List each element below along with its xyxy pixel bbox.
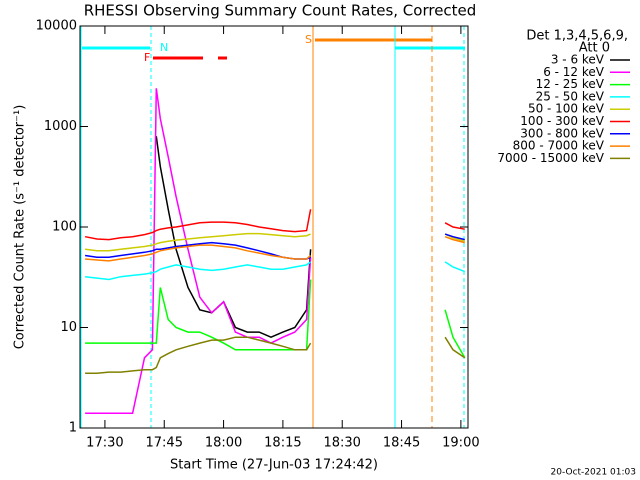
x-tick-label: 17:45 (146, 436, 183, 451)
flag-label: N (160, 41, 168, 54)
x-tick-label: 17:30 (86, 436, 123, 451)
flag-lines (80, 26, 465, 428)
legend-label: 7000 - 15000 keV (497, 151, 604, 165)
series-line (85, 336, 466, 375)
legend-label: 300 - 800 keV (520, 126, 604, 140)
series-line (85, 232, 466, 252)
legend-label: 50 - 100 keV (528, 102, 605, 116)
legend-label: 100 - 300 keV (520, 114, 604, 128)
flag-label: F (144, 51, 150, 64)
legend-label: 3 - 6 keV (551, 53, 605, 67)
legend-title: Att 0 (579, 41, 610, 56)
chart-title: RHESSI Observing Summary Count Rates, Co… (84, 2, 477, 20)
flag-label: S (305, 33, 312, 46)
plot-frame (79, 25, 469, 429)
series-line (85, 261, 466, 281)
legend-label: 800 - 7000 keV (513, 139, 605, 153)
legend-title: Det 1,3,4,5,6,9, (526, 29, 628, 44)
legend-label: 12 - 25 keV (536, 77, 605, 91)
x-tick-label: 18:45 (383, 436, 420, 451)
y-tick-label: 10 (60, 320, 77, 335)
y-tick-label: 10000 (36, 19, 77, 34)
series-line (85, 88, 312, 415)
x-tick-label: 18:30 (323, 436, 360, 451)
series-line (85, 235, 465, 262)
footer-date: 20-Oct-2021 01:03 (551, 468, 636, 478)
series-line (155, 136, 312, 339)
y-axis-label: Corrected Count Rate (s⁻¹ detector⁻¹) (13, 105, 28, 350)
x-tick-label: 18:00 (205, 436, 242, 451)
x-axis-label: Start Time (27-Jun-03 17:24:42) (170, 458, 378, 473)
legend-label: 25 - 50 keV (536, 89, 605, 103)
series-line (84, 233, 465, 260)
series-line (84, 209, 465, 241)
y-tick-label: 100 (52, 220, 77, 235)
x-tick-label: 19:00 (442, 436, 479, 451)
x-tick-label: 18:15 (264, 436, 301, 451)
y-tick-label: 1000 (44, 119, 77, 134)
series-line (85, 279, 466, 359)
legend-label: 6 - 12 keV (543, 65, 605, 79)
y-tick-label: 1 (69, 421, 77, 436)
flags (82, 38, 465, 60)
